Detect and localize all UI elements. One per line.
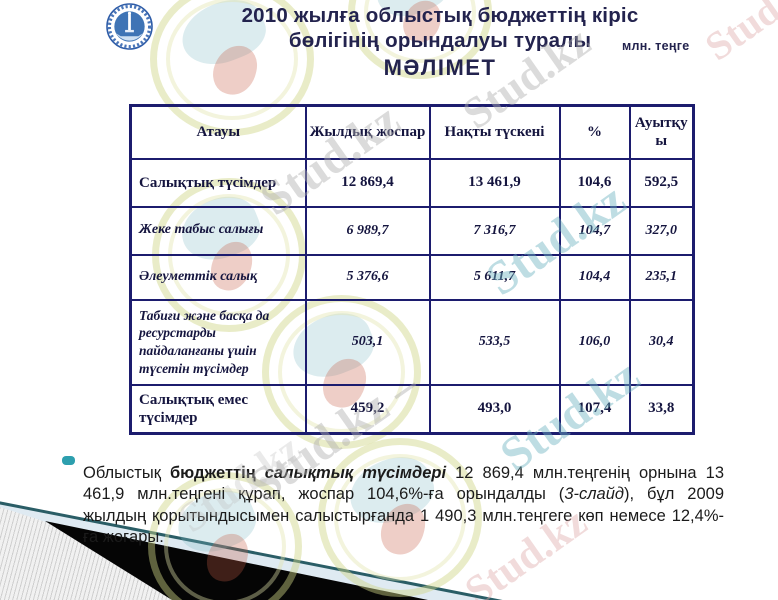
column-header: % [558,104,631,160]
summary-paragraph: Облыстық бюджеттің салықтық түсімдері 12… [60,463,724,549]
column-header: Нақты түскені [428,104,561,160]
value-cell: 6 989,7 [304,205,431,256]
value-cell: 104,4 [558,253,631,301]
value-cell: 459,2 [304,383,431,435]
value-cell: 493,0 [428,383,561,435]
page-title: 2010 жылға облыстық бюджеттің кіріс бөлі… [170,3,710,81]
table-header-row: Атауы Жылдық жоспар Нақты түскені% Ауытқуы [129,104,695,160]
emblem-logo [106,3,153,50]
emblem-seal-icon [106,3,153,50]
value-cell: 106,0 [558,298,631,386]
column-header: Атауы [129,104,307,160]
row-name-cell: Жеке табыс салығы [129,205,307,256]
value-cell: 107,4 [558,383,631,435]
value-cell: 533,5 [428,298,561,386]
row-name-cell: Салықтық түсімдер [129,157,307,208]
summary-segment [256,464,265,482]
summary-segment: бюджеттің [169,463,256,482]
budget-table-container: Атауы Жылдық жоспар Нақты түскені% Ауытқуы … [129,104,695,435]
table-row: Жеке табыс салығы 6 989,7 7 316,7 104,7 327,… [129,205,695,256]
table-row: Салықтық түсімдер 12 869,4 13 461,9 104,6 59… [129,157,695,208]
budget-table-body: Салықтық түсімдер 12 869,4 13 461,9 104,6 59… [129,157,695,435]
unit-label: млн. теңге [622,39,690,53]
value-cell: 5 611,7 [428,253,561,301]
value-cell: 33,8 [628,383,695,435]
table-row: Табиғи және басқа да ресурстарды пайдала… [129,298,695,386]
budget-table: Атауы Жылдық жоспар Нақты түскені% Ауытқуы … [129,104,695,435]
value-cell: 7 316,7 [428,205,561,256]
row-name-cell: Әлеуметтік салық [129,253,307,301]
column-header: Ауытқуы [628,104,695,160]
summary-segment: Облыстық [83,463,170,482]
summary-segment: 12 869,4 млн.теңгенің орнына 13 461,9 мл… [83,463,724,504]
value-cell: 104,7 [558,205,631,256]
value-cell: 30,4 [628,298,695,386]
bullet-icon [62,456,75,465]
value-cell: 592,5 [628,157,695,208]
title-line-2: бөлігінің орындалуы туралы [288,29,592,52]
value-cell: 327,0 [628,205,695,256]
value-cell: 235,1 [628,253,695,301]
table-row: Әлеуметтік салық 5 376,6 5 611,7 104,4 235,1 [129,253,695,301]
title-line-1: 2010 жылға облыстық бюджеттің кіріс [241,4,639,27]
row-name-cell: Табиғи және басқа да ресурстарды пайдала… [129,298,307,386]
summary-segment: 3-слайд [564,485,625,503]
summary-segment: салықтық түсімдері [264,463,447,482]
value-cell: 12 869,4 [304,157,431,208]
value-cell: 503,1 [304,298,431,386]
table-row: Салықтық емес түсімдер 459,2 493,0 107,4 33,… [129,383,695,435]
column-header: Жылдық жоспар [304,104,431,160]
title-line-3: МӘЛІМЕТ [383,55,497,80]
value-cell: 5 376,6 [304,253,431,301]
value-cell: 13 461,9 [428,157,561,208]
row-name-cell: Салықтық емес түсімдер [129,383,307,435]
value-cell: 104,6 [558,157,631,208]
